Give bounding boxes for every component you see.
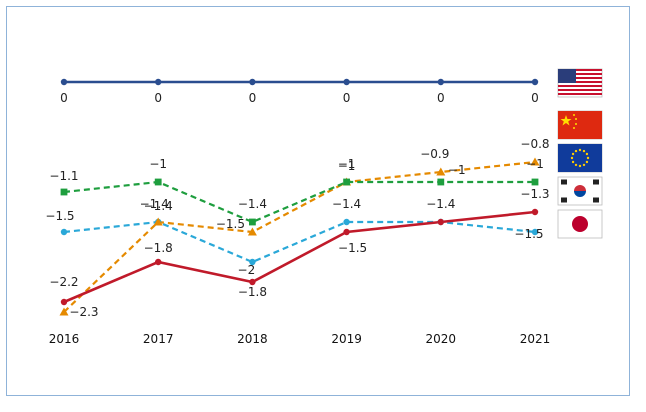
data-point (531, 228, 539, 236)
data-label: −1.4 (426, 197, 455, 211)
korea-flag-icon (557, 176, 603, 206)
data-point (343, 228, 350, 236)
x-tick-label: 2016 (49, 332, 80, 346)
data-label: −2.3 (69, 305, 98, 319)
data-point (343, 78, 350, 86)
x-tick-label: 2017 (143, 332, 174, 346)
data-label: −1 (526, 157, 544, 171)
data-label: −1 (338, 159, 356, 173)
data-point (153, 217, 163, 226)
data-point (249, 278, 256, 286)
data-point (531, 208, 539, 216)
x-axis-ticks: 2016 2017 2018 2019 2020 2021 (49, 332, 551, 346)
data-point (343, 178, 350, 186)
data-label: 0 (249, 91, 257, 105)
series-markers (59, 78, 540, 316)
data-point (249, 218, 256, 226)
series-line-european-union (63, 180, 535, 224)
series-line-south-korea (63, 210, 536, 304)
data-label: −1.4 (332, 197, 361, 211)
data-label: −1.8 (238, 285, 267, 299)
chart-frame: 0 0 0 0 0 0 −2.3 −1.4 −1.5 −1 −0.9 −0.8 −1.1 −1 −1.4 −1… (6, 6, 630, 396)
us-flag-icon (557, 68, 603, 98)
data-label: −2.2 (49, 275, 78, 289)
data-label: −1.4 (140, 197, 169, 211)
data-point (154, 178, 162, 186)
japan-flag-icon (557, 209, 603, 239)
data-label: 0 (60, 91, 68, 105)
data-point (343, 218, 350, 226)
data-point (60, 188, 68, 196)
data-label: −1.5 (338, 241, 367, 255)
data-point (437, 178, 445, 186)
data-label: −1.1 (49, 169, 78, 183)
x-tick-label: 2020 (426, 332, 457, 346)
data-point (59, 307, 69, 316)
data-point (247, 227, 257, 236)
legend-flags (557, 68, 603, 239)
data-label: −1 (338, 157, 356, 171)
data-point (155, 78, 162, 86)
data-point (436, 167, 446, 176)
series-lines (63, 80, 536, 313)
data-label: −0.9 (420, 147, 449, 161)
data-label: 0 (437, 91, 445, 105)
data-label: −1.3 (520, 187, 549, 201)
data-label: −1.4 (144, 199, 173, 213)
series-line-china (63, 160, 536, 313)
data-point (531, 178, 539, 186)
x-tick-label: 2018 (237, 332, 268, 346)
data-label: −1.5 (45, 209, 74, 223)
data-label: −1.5 (514, 227, 543, 241)
data-point (60, 228, 68, 236)
data-point (437, 218, 444, 226)
x-tick-label: 2021 (520, 332, 551, 346)
data-label: 0 (531, 91, 539, 105)
data-point (155, 258, 162, 266)
china-flag-icon (557, 110, 603, 140)
data-point (249, 258, 256, 266)
data-label: −1.8 (144, 241, 173, 255)
data-label: −1.5 (216, 217, 245, 231)
x-tick-label: 2019 (331, 332, 362, 346)
data-label: 0 (343, 91, 351, 105)
data-label: 0 (154, 91, 162, 105)
data-label: −1 (448, 163, 466, 177)
eu-flag-icon (557, 143, 603, 173)
data-labels: 0 0 0 0 0 0−2.3−1.4−1.5−1−0.9−0.8−1.1−1−1.4−1… (45, 91, 549, 319)
data-point (60, 298, 68, 306)
data-label: −1 (149, 157, 167, 171)
data-label: −1.4 (238, 197, 267, 211)
line-chart: 0 0 0 0 0 0−2.3−1.4−1.5−1−0.9−0.8−1.1−1−1.4−1… (45, 68, 603, 346)
data-point (249, 78, 256, 86)
data-point (531, 78, 539, 86)
data-label: −0.8 (520, 137, 549, 151)
data-label: −2 (238, 263, 256, 277)
data-point (60, 78, 68, 86)
data-point (437, 78, 444, 86)
data-point (530, 157, 540, 166)
